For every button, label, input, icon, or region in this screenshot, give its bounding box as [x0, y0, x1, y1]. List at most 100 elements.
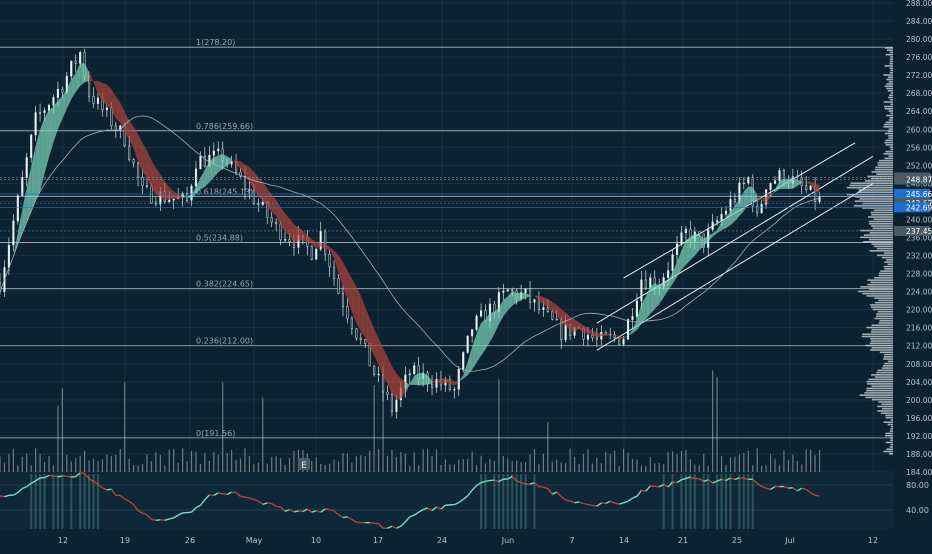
oscillator-overbought-shade	[533, 474, 535, 529]
volume-bar	[757, 448, 758, 472]
volume-bar	[725, 465, 726, 472]
volume-profile-bar	[888, 424, 893, 426]
volume-profile-bar	[887, 49, 893, 51]
volume-profile-bar	[885, 133, 893, 135]
volume-profile-bar	[885, 140, 893, 142]
volume-bar	[271, 457, 272, 472]
oscillator-overbought-shade	[35, 474, 37, 529]
candle-body	[614, 335, 616, 338]
volume-bar	[146, 454, 147, 472]
oscillator-line	[107, 489, 111, 490]
volume-profile-bar	[889, 128, 893, 130]
volume-profile-bar	[889, 119, 893, 121]
candle-body	[70, 61, 72, 76]
volume-bar	[387, 456, 388, 472]
candle-body	[142, 177, 144, 185]
volume-profile-bar	[885, 85, 893, 87]
volume-profile-bar	[879, 160, 893, 162]
oscillator-line	[241, 496, 245, 497]
volume-bar	[752, 465, 753, 472]
candle-body	[53, 97, 55, 105]
volume-profile-bar	[869, 223, 893, 225]
volume-bar	[436, 450, 437, 472]
candle-body	[106, 108, 108, 110]
oscillator-overbought-shade	[88, 474, 90, 529]
oscillator-line	[641, 490, 645, 491]
osc-label-40: 40.00	[906, 506, 929, 515]
volume-profile-bar	[890, 63, 893, 65]
volume-bar	[244, 448, 245, 472]
volume-bar	[284, 465, 285, 472]
volume-bar	[17, 465, 18, 472]
candle-body	[173, 199, 175, 200]
candle-body	[311, 246, 313, 259]
price-tick-label: 216.00	[906, 324, 932, 333]
candle-body	[413, 366, 415, 374]
candle-body	[552, 311, 554, 319]
volume-bar	[293, 451, 294, 472]
volume-bar	[525, 462, 526, 472]
volume-profile-bar	[872, 243, 893, 245]
ma-ribbon-segment	[686, 237, 690, 265]
ma-ribbon-segment	[690, 234, 694, 260]
volume-bar	[694, 465, 695, 472]
volume-bar	[449, 464, 450, 472]
candle-body	[115, 126, 117, 130]
volume-bar	[369, 451, 370, 472]
oscillator-overbought-shade	[663, 474, 665, 529]
volume-profile-bar	[885, 415, 893, 417]
volume-bar	[672, 451, 673, 472]
volume-profile-bar	[874, 218, 893, 220]
volume-bar	[338, 462, 339, 472]
volume-profile-bar	[876, 313, 893, 315]
oscillator-overbought-shade	[507, 474, 509, 529]
volume-profile-bar	[889, 155, 893, 157]
oscillator-overbought-shade	[680, 474, 682, 529]
volume-bar	[178, 463, 179, 472]
oscillator-panel	[0, 473, 893, 529]
ma-ribbon-segment	[748, 186, 752, 204]
price-tick-label: 272.00	[906, 71, 932, 80]
volume-profile-bar	[878, 370, 893, 372]
oscillator-line	[588, 504, 592, 505]
candle-body	[645, 280, 647, 288]
candle-body	[716, 221, 718, 222]
oscillator-line	[673, 482, 677, 483]
volume-profile-bar	[879, 275, 893, 277]
price-tick-label: 240.00	[906, 215, 932, 224]
volume-bar	[708, 466, 709, 472]
ma-ribbon-segment	[419, 373, 423, 385]
oscillator-overbought-shade	[752, 474, 754, 529]
candle-body	[333, 267, 335, 278]
earnings-marker[interactable]: E	[298, 458, 310, 471]
volume-bar	[690, 459, 691, 472]
oscillator-overbought-shade	[70, 474, 72, 529]
oscillator-line	[575, 502, 579, 503]
candle-body	[44, 111, 46, 113]
oscillator-line	[325, 509, 329, 510]
volume-profile-bar	[878, 162, 893, 164]
volume-profile-bar	[875, 376, 893, 378]
volume-profile-bar	[882, 367, 893, 369]
volume-profile-bar	[884, 266, 893, 268]
candle-body	[79, 52, 81, 63]
volume-bar	[320, 464, 321, 472]
volume-bar	[173, 449, 174, 472]
candle-body	[293, 242, 295, 248]
volume-bar	[418, 465, 419, 472]
candle-body	[244, 176, 246, 189]
volume-profile-bar	[864, 234, 893, 236]
volume-bar	[276, 456, 277, 472]
candle-body	[213, 151, 215, 155]
volume-bar	[494, 461, 495, 472]
candle-body	[641, 280, 643, 301]
candle-body	[200, 156, 202, 169]
price-tick-label: 256.00	[906, 143, 932, 152]
volume-profile-bar	[885, 158, 893, 160]
oscillator-overbought-shade	[738, 474, 740, 529]
volume-profile-bar	[888, 361, 893, 363]
